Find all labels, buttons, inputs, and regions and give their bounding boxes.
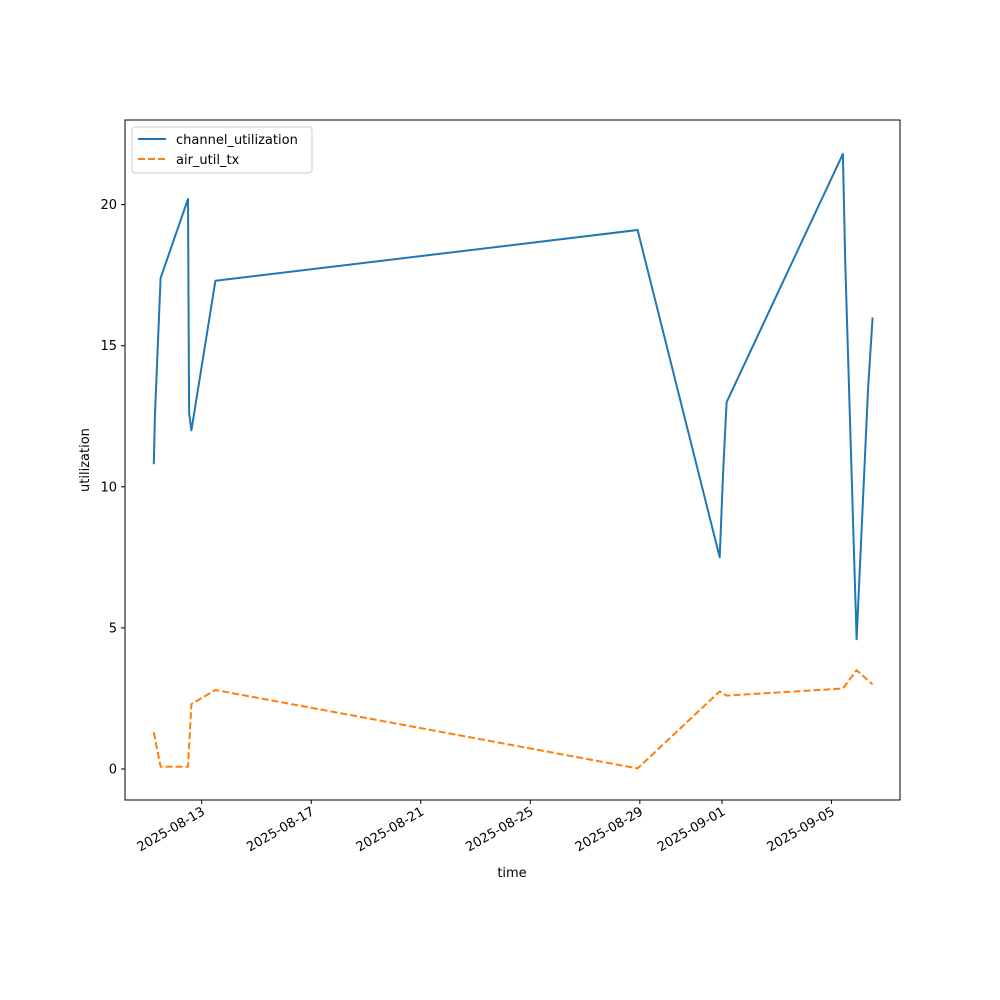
- y-tick-label: 15: [100, 339, 117, 354]
- series-line-channel-utilization: [152, 152, 874, 641]
- x-tick-label: 2025-08-29: [573, 804, 646, 855]
- x-axis-ticks: 2025-08-13 2025-08-17 2025-08-21 2025-08-25…: [135, 800, 838, 855]
- x-tick-label: 2025-08-21: [354, 804, 427, 855]
- x-tick-label: 2025-09-05: [765, 804, 838, 855]
- legend: channel_utilization air_util_tx: [131, 126, 313, 174]
- y-tick-label: 5: [109, 621, 117, 636]
- legend-box: [131, 126, 313, 174]
- y-tick-label: 0: [109, 762, 117, 777]
- x-tick-label: 2025-08-13: [135, 804, 208, 855]
- x-tick-label: 2025-08-17: [244, 804, 317, 855]
- y-axis-label: utilization: [78, 428, 93, 492]
- series-line-air-util-tx: [152, 669, 874, 770]
- plot-area: [152, 152, 874, 770]
- x-tick-label: 2025-09-01: [655, 804, 728, 855]
- series-layer: [152, 152, 874, 770]
- axes-frame: [124, 119, 901, 801]
- y-axis-ticks: 0 5 10 15 20: [100, 198, 125, 777]
- legend-label-channel-utilization: channel_utilization: [176, 133, 298, 148]
- x-tick-label: 2025-08-25: [463, 804, 536, 855]
- x-axis-label: time: [497, 866, 526, 881]
- legend-label-air-util-tx: air_util_tx: [176, 153, 240, 168]
- y-tick-label: 20: [100, 198, 117, 213]
- y-tick-label: 10: [100, 480, 117, 495]
